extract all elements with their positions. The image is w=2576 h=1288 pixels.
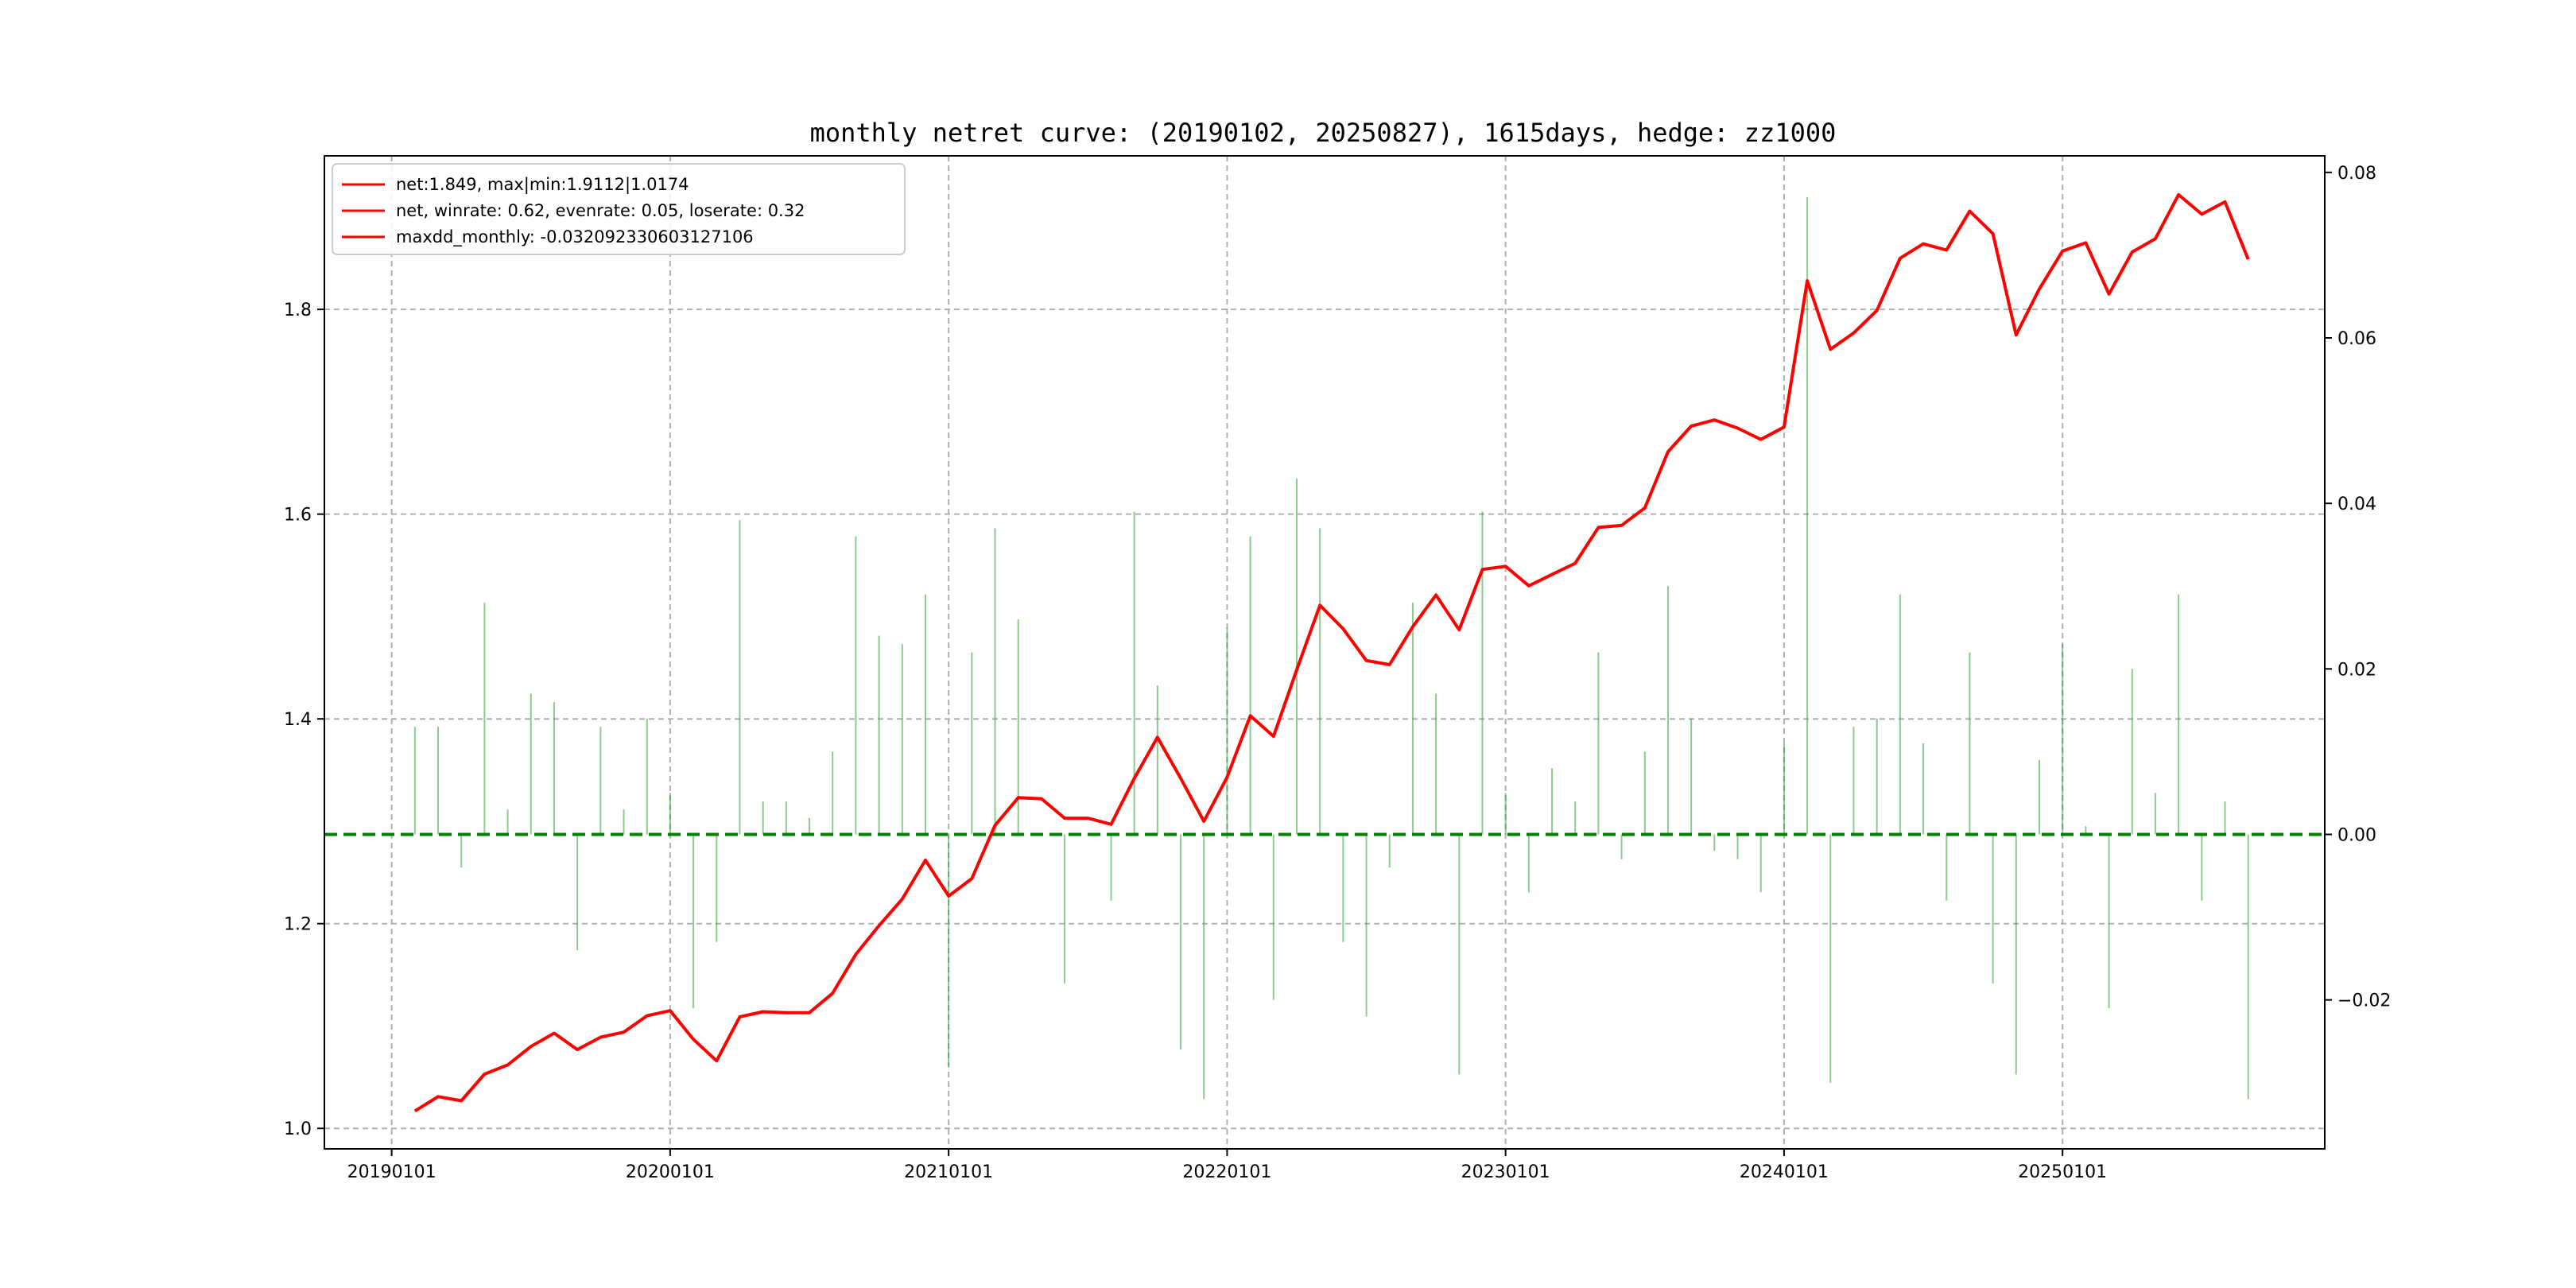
net-curve-layer: [413, 192, 2250, 1113]
plot-frame: [324, 155, 2326, 1150]
left-y-tick-label: 1.0: [284, 1119, 312, 1139]
right-y-tick-label: 0.02: [2337, 660, 2376, 680]
x-tick-label: 20240101: [1740, 1162, 1829, 1182]
legend-entry-2: net, winrate: 0.62, evenrate: 0.05, lose…: [396, 201, 805, 220]
chart-title: monthly netret curve: (20190102, 2025082…: [810, 118, 1837, 148]
x-axis: 20190101 20200101 20210101 20220101 20230101…: [347, 1149, 2107, 1182]
right-y-tick-label: 0.04: [2337, 495, 2376, 514]
x-tick-label: 20220101: [1182, 1162, 1271, 1182]
net-curve: [413, 192, 2250, 1113]
x-tick-label: 20200101: [626, 1162, 715, 1182]
left-y-tick-label: 1.8: [284, 301, 312, 320]
legend: net:1.849, max|min:1.9112|1.0174 net, wi…: [332, 163, 906, 255]
left-y-axis: 1.0 1.2 1.4 1.6 1.8: [284, 301, 324, 1139]
legend-box: [332, 163, 906, 255]
x-tick-label: 20250101: [2018, 1162, 2107, 1182]
x-tick-label: 20190101: [347, 1162, 436, 1182]
legend-entry-1: net:1.849, max|min:1.9112|1.0174: [396, 175, 689, 195]
right-y-tick-label: −0.02: [2337, 991, 2391, 1011]
right-y-tick-label: 0.00: [2337, 825, 2376, 845]
legend-entry-3: maxdd_monthly: -0.032092330603127106: [396, 227, 754, 247]
left-y-tick-label: 1.2: [284, 915, 312, 935]
right-y-tick-label: 0.08: [2337, 164, 2376, 184]
x-tick-label: 20230101: [1461, 1162, 1550, 1182]
right-y-axis: −0.02 0.00 0.02 0.04 0.06 0.08: [2325, 164, 2391, 1011]
left-y-tick-label: 1.6: [284, 506, 312, 526]
monthly-ret-bars: [413, 197, 2249, 1100]
right-y-tick-label: 0.06: [2337, 329, 2376, 349]
left-y-tick-label: 1.4: [284, 710, 312, 730]
x-tick-label: 20210101: [904, 1162, 993, 1182]
